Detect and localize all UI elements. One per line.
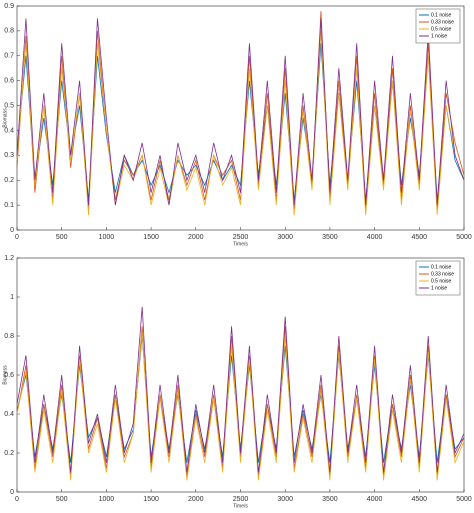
x-tick-label: 3500: [322, 496, 338, 503]
x-tick-label: 3500: [322, 234, 338, 241]
legend-label: 0.33 noise: [431, 19, 454, 25]
x-tick-label: 500: [56, 496, 68, 503]
y-tick-label: 0.6: [4, 78, 14, 85]
x-tick-label: 2500: [233, 234, 249, 241]
legend-label: 0.5 noise: [431, 26, 452, 32]
y-tick-label: 1: [10, 294, 14, 301]
y-tick-label: 0.8: [4, 28, 14, 35]
x-tick-label: 5000: [456, 496, 472, 503]
x-tick-label: 4000: [367, 496, 383, 503]
series-line: [16, 306, 465, 473]
y-tick-label: 0.7: [4, 53, 14, 60]
y-axis-label: Biomass: [2, 365, 8, 385]
legend-label: 0.1 noise: [431, 264, 452, 270]
y-tick-label: 0: [10, 227, 14, 234]
y-tick-label: 0.5: [4, 102, 14, 109]
x-tick-label: 3000: [277, 496, 293, 503]
x-tick-label: 500: [56, 234, 68, 241]
y-tick-label: 0.1: [4, 202, 14, 209]
x-tick-label: 1000: [99, 496, 115, 503]
x-tick-label: 2000: [188, 496, 204, 503]
x-tick-label: 3000: [277, 234, 293, 241]
x-tick-label: 5000: [456, 234, 472, 241]
legend-label: 0.33 noise: [431, 271, 454, 277]
legend-label: 0.1 noise: [431, 12, 452, 18]
y-tick-label: 0.3: [4, 152, 14, 159]
x-tick-label: 4500: [412, 234, 428, 241]
series-line: [16, 326, 465, 477]
x-tick-label: 0: [15, 496, 19, 503]
x-tick-label: 1500: [143, 496, 159, 503]
y-tick-label: 0.4: [4, 411, 14, 418]
legend-label: 1 noise: [431, 33, 447, 39]
y-tick-label: 0.9: [4, 3, 14, 10]
y-tick-label: 0: [10, 489, 14, 496]
y-tick-label: 0.2: [4, 177, 14, 184]
series-line: [16, 30, 465, 216]
y-axis-label: Biomass: [2, 108, 8, 128]
y-tick-label: 0.6: [4, 372, 14, 379]
legend-label: 0.5 noise: [431, 278, 452, 284]
x-tick-label: 1500: [143, 234, 159, 241]
series-line: [16, 332, 465, 481]
x-tick-label: 2500: [233, 496, 249, 503]
y-tick-label: 0.4: [4, 127, 14, 134]
legend-label: 1 noise: [431, 285, 447, 291]
x-tick-label: 1000: [99, 234, 115, 241]
x-tick-label: 0: [15, 234, 19, 241]
series-line: [16, 18, 465, 206]
y-tick-label: 0.2: [4, 450, 14, 457]
y-tick-label: 1.2: [4, 255, 14, 262]
x-axis-label: Time/s: [233, 503, 248, 509]
x-tick-label: 2000: [188, 234, 204, 241]
x-tick-label: 4500: [412, 496, 428, 503]
y-tick-label: 0.8: [4, 333, 14, 340]
x-tick-label: 4000: [367, 234, 383, 241]
x-axis-label: Time/s: [233, 241, 248, 247]
